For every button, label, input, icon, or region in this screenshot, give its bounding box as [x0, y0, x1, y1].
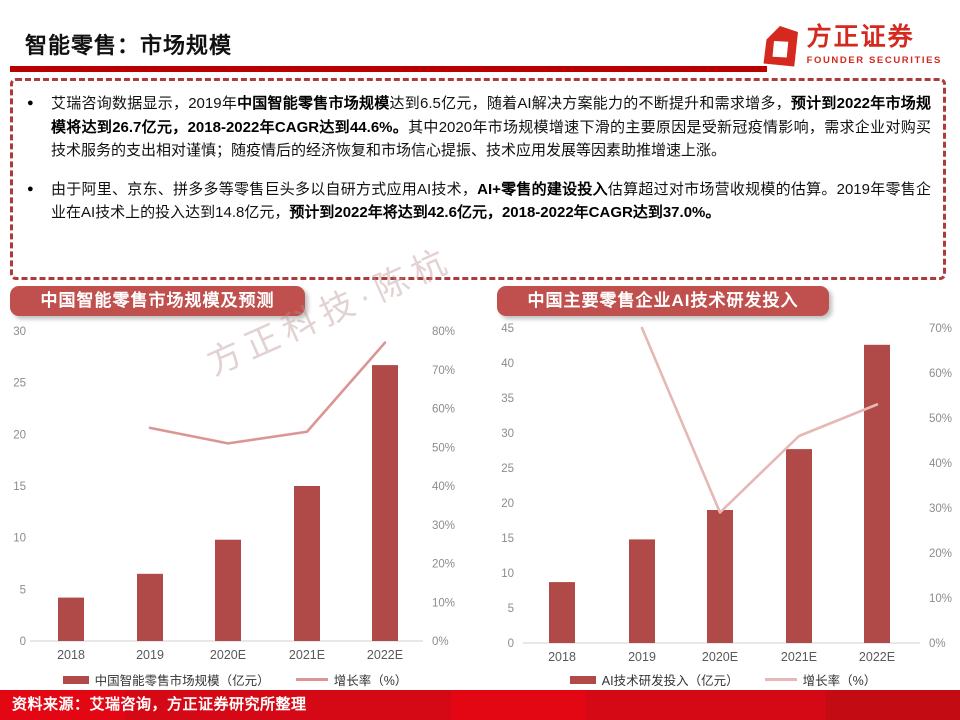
y-axis-right-label: 0%: [432, 636, 449, 648]
growth-line: [640, 326, 879, 514]
growth-line: [148, 341, 387, 445]
chart-legend: 中国智能零售市场规模（亿元） 增长率（%）: [0, 670, 470, 689]
y-axis-left-label: 30: [501, 428, 514, 440]
y-axis-left-label: 45: [501, 323, 514, 335]
y-axis-left-label: 10: [13, 533, 26, 545]
y-axis-right-label: 0%: [929, 638, 946, 650]
bullet-item: ● 艾瑞咨询数据显示，2019年中国智能零售市场规模达到6.5亿元，随着AI解决…: [27, 92, 931, 163]
y-axis-left-label: 5: [20, 584, 26, 596]
y-axis-right-label: 20%: [432, 559, 455, 571]
bullet-item: ● 由于阿里、京东、拼多多等零售巨头多以自研方式应用AI技术，AI+零售的建设投…: [27, 178, 931, 225]
bar: [707, 510, 733, 643]
y-axis-right-label: 40%: [929, 458, 952, 470]
y-axis-left-label: 25: [13, 378, 26, 390]
logo-en-text: FOUNDER SECURITIES: [806, 54, 942, 66]
bar: [864, 344, 890, 643]
bullet-marker: ●: [27, 97, 34, 109]
bar: [549, 582, 575, 643]
bullet-marker: ●: [27, 182, 34, 195]
x-axis-label: 2021E: [289, 648, 325, 662]
y-axis-right-label: 70%: [929, 323, 952, 335]
y-axis-right-label: 10%: [929, 593, 952, 605]
bullet-text: 由于阿里、京东、拼多多等零售巨头多以自研方式应用AI技术，AI+零售的建设投入估…: [51, 180, 931, 222]
y-axis-left-label: 35: [501, 393, 514, 405]
legend-line-label: 增长率（%）: [802, 674, 877, 688]
legend-line-label: 增长率（%）: [333, 674, 408, 688]
y-axis-left-label: 0: [508, 638, 514, 650]
chart-title-banner: 中国主要零售企业AI技术研发投入: [497, 286, 829, 316]
footer-bar: 资料来源：艾瑞咨询，方正证券研究所整理: [0, 690, 960, 720]
x-axis-label: 2022E: [367, 648, 403, 662]
x-axis-label: 2018: [57, 648, 85, 662]
y-axis-left-label: 15: [13, 481, 26, 493]
y-axis-left-label: 30: [13, 326, 26, 338]
bar: [372, 365, 398, 641]
y-axis-left-label: 25: [501, 463, 514, 475]
bar: [786, 449, 812, 643]
x-axis-label: 2022E: [859, 650, 895, 664]
x-axis-label: 2020E: [702, 650, 738, 664]
x-axis-label: 2021E: [781, 650, 817, 664]
legend-line-swatch: [295, 678, 328, 681]
bar: [58, 597, 84, 641]
chart-canvas: 0 5 10 15 20 25 30 35 40 45 0% 10% 20% 30% 40% 50% 60% 70…: [501, 323, 952, 664]
y-axis-right-label: 50%: [929, 413, 952, 425]
chart-market-size: 中国智能零售市场规模及预测 0 5 10 15 20 25 30 0% 10% 20% 30% 40%…: [0, 286, 470, 698]
legend-line-swatch: [764, 678, 797, 681]
bar: [215, 539, 241, 641]
legend-bar-label: AI技术研发投入（亿元）: [601, 674, 739, 688]
y-axis-left-label: 0: [20, 636, 26, 648]
legend-bar-swatch: [569, 675, 596, 684]
y-axis-right-label: 60%: [929, 368, 952, 380]
bar: [137, 573, 163, 641]
legend-bar-label: 中国智能零售市场规模（亿元）: [94, 674, 270, 688]
x-axis-label: 2020E: [210, 648, 246, 662]
chart-ai-investment: 中国主要零售企业AI技术研发投入 0 5 10 15 20 25 30 35 40 45 0% 10%…: [488, 286, 958, 698]
x-axis-label: 2018: [548, 650, 576, 664]
y-axis-right-label: 20%: [929, 548, 952, 560]
legend-item-bar: AI技术研发投入（亿元）: [569, 670, 739, 689]
y-axis-left-label: 15: [501, 533, 514, 545]
legend-item-bar: 中国智能零售市场规模（亿元）: [62, 670, 270, 689]
bar: [294, 486, 320, 641]
y-axis-right-label: 60%: [432, 404, 455, 416]
source-text: 资料来源：艾瑞咨询，方正证券研究所整理: [12, 696, 307, 713]
title-underline: [10, 66, 767, 72]
y-axis-right-label: 40%: [432, 481, 455, 493]
y-axis-left-label: 40: [501, 358, 514, 370]
y-axis-right-label: 50%: [432, 442, 455, 454]
y-axis-left-label: 10: [501, 568, 514, 580]
y-axis-left-label: 20: [13, 429, 26, 441]
founder-securities-logo-icon: [759, 24, 801, 70]
legend-bar-swatch: [62, 675, 89, 684]
legend-item-line: 增长率（%）: [764, 670, 877, 689]
chart-legend: AI技术研发投入（亿元） 增长率（%）: [488, 670, 958, 689]
founder-securities-logo: 方正证券 FOUNDER SECURITIES: [759, 23, 942, 70]
x-axis-label: 2019: [136, 648, 164, 662]
y-axis-right-label: 10%: [432, 597, 455, 609]
bar: [629, 539, 655, 643]
legend-item-line: 增长率（%）: [295, 670, 408, 689]
summary-box: ● 艾瑞咨询数据显示，2019年中国智能零售市场规模达到6.5亿元，随着AI解决…: [10, 78, 946, 280]
chart-canvas: 0 5 10 15 20 25 30 0% 10% 20% 30% 40% 50% 60% 70% 80% 20…: [13, 326, 455, 662]
y-axis-left-label: 20: [501, 498, 514, 510]
y-axis-left-label: 5: [508, 603, 514, 615]
y-axis-right-label: 80%: [432, 326, 455, 338]
chart-title-banner: 中国智能零售市场规模及预测: [10, 286, 305, 316]
x-axis-label: 2019: [628, 650, 656, 664]
bullet-text: 艾瑞咨询数据显示，2019年中国智能零售市场规模达到6.5亿元，随着AI解决方案…: [51, 95, 931, 159]
y-axis-right-label: 30%: [432, 520, 455, 532]
y-axis-right-label: 70%: [432, 365, 455, 377]
logo-cn-text: 方正证券: [806, 23, 915, 51]
y-axis-right-label: 30%: [929, 503, 952, 515]
page-title: 智能零售：市场规模: [25, 33, 233, 58]
